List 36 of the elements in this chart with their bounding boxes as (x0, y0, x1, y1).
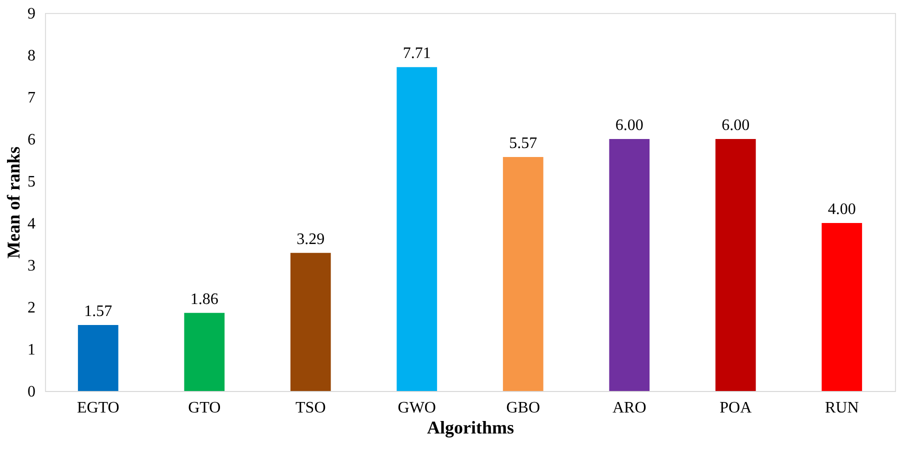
x-tick-label: POA (720, 400, 752, 416)
data-label: 1.86 (190, 290, 218, 308)
y-tick-label: 0 (28, 384, 36, 400)
y-tick-label: 6 (28, 132, 36, 148)
y-tick-label: 7 (28, 90, 36, 106)
x-tick-label: ARO (612, 400, 646, 416)
bar (78, 325, 118, 391)
bar (715, 139, 756, 391)
data-label: 6.00 (722, 117, 750, 134)
data-label: 7.71 (402, 45, 431, 62)
bar (822, 223, 862, 391)
x-tick-label: RUN (824, 400, 860, 416)
y-tick-label: 5 (28, 174, 36, 190)
y-tick-label: 1 (28, 342, 36, 358)
data-label: 1.57 (84, 303, 112, 320)
data-label: 5.57 (509, 135, 538, 152)
y-tick-label: 2 (28, 300, 36, 316)
y-tick-label: 8 (28, 48, 36, 64)
data-label: 3.29 (296, 230, 325, 248)
data-label: 6.00 (615, 117, 644, 134)
data-label: 4.00 (828, 201, 856, 218)
x-tick-label: GBO (506, 400, 540, 416)
x-tick-label: GWO (398, 400, 436, 416)
bar (609, 139, 650, 391)
bar (184, 312, 225, 391)
bar (396, 67, 438, 391)
y-axis-title: Mean of ranks (4, 146, 24, 258)
x-tick-label: TSO (296, 400, 326, 416)
x-tick-label: EGTO (76, 400, 120, 416)
bar (290, 252, 331, 391)
y-tick-label: 3 (28, 258, 36, 274)
y-tick-label: 9 (28, 6, 36, 22)
x-tick-label: GTO (188, 400, 221, 416)
x-axis-title: Algorithms (427, 418, 514, 438)
y-tick-label: 4 (28, 216, 36, 232)
bar (502, 157, 544, 391)
